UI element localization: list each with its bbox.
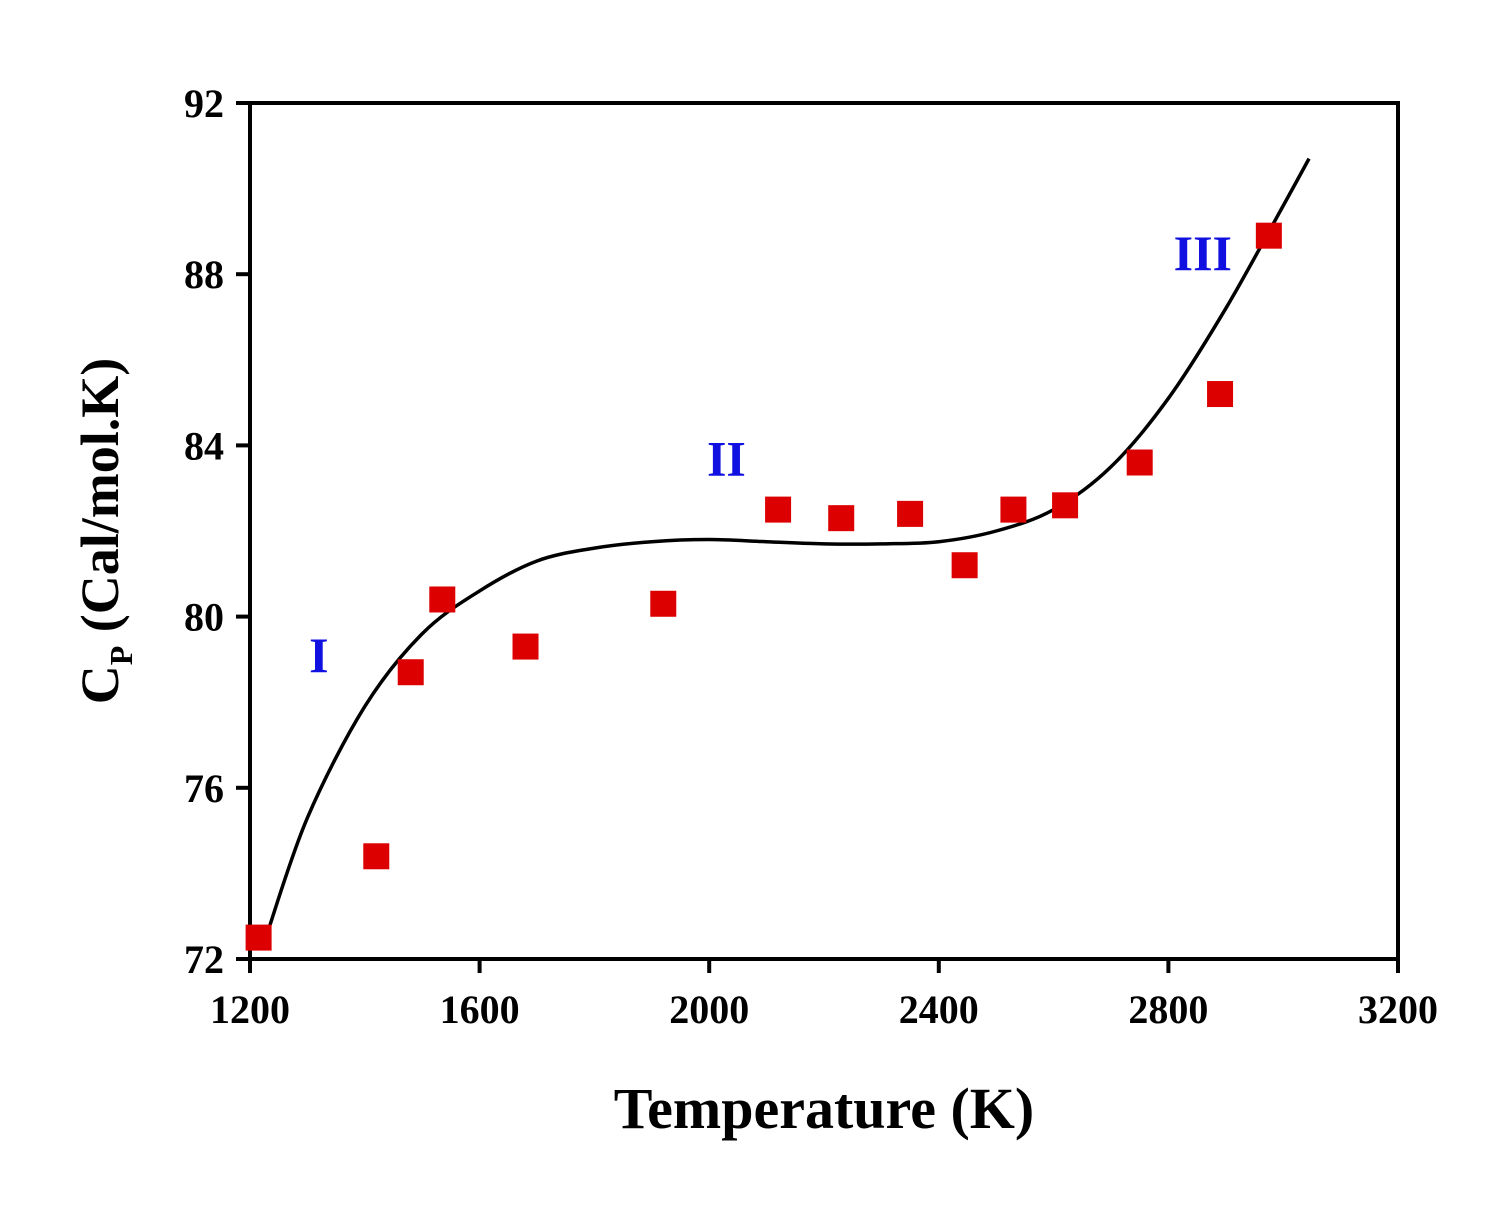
data-point [245,924,272,951]
data-point [897,500,924,527]
y-tick-label: 76 [184,766,224,811]
data-point [951,552,978,579]
y-axis-label-subscript: P [103,646,139,666]
x-tick-label: 2800 [1128,987,1208,1032]
data-point [363,843,390,870]
y-tick-label: 80 [184,595,224,640]
region-label: I [309,627,328,683]
fit-line-layer [265,157,1311,934]
y-axis-label-rest: (Cal/mol.K) [70,358,130,646]
data-point [1207,381,1234,408]
data-point [1000,496,1027,523]
x-tick-label: 2000 [669,987,749,1032]
data-point [650,590,677,617]
y-tick-label: 84 [184,423,224,468]
y-ticks: 72 76 80 84 88 92 [184,81,250,982]
fit-curve [265,157,1311,934]
data-point [397,659,424,686]
data-point [512,633,539,660]
points-layer [245,222,1282,951]
x-tick-label: 2400 [899,987,979,1032]
data-point [1126,449,1153,476]
y-tick-label: 72 [184,937,224,982]
x-tick-label: 1200 [210,987,290,1032]
region-label: II [707,430,746,486]
data-point [1255,222,1282,249]
y-axis-label: CP (Cal/mol.K) [70,358,139,705]
x-axis-label: Temperature (K) [614,1076,1034,1141]
region-label: III [1174,225,1232,281]
plot-frame [248,101,1400,961]
y-axis-label-main: C [70,665,130,704]
data-point [429,586,456,613]
x-tick-label: 3200 [1358,987,1438,1032]
x-ticks: 1200 1600 2000 2400 2800 3200 [210,959,1438,1032]
y-tick-label: 92 [184,81,224,126]
data-point [765,496,792,523]
y-tick-label: 88 [184,252,224,297]
data-point [828,505,855,532]
x-tick-label: 1600 [440,987,520,1032]
data-point [1052,492,1079,519]
